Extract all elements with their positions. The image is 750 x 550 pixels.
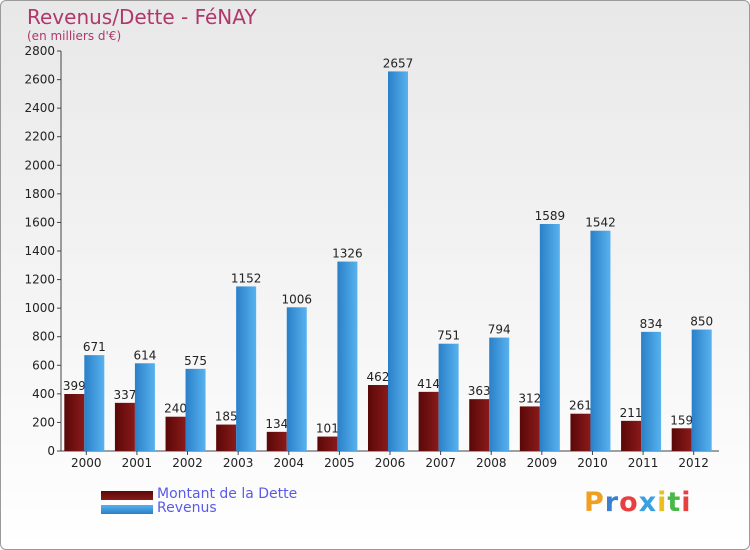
- bar-debt: [418, 391, 439, 451]
- data-label-debt: 261: [569, 399, 592, 413]
- data-label-debt: 211: [620, 406, 643, 420]
- y-tick-label: 200: [32, 415, 55, 429]
- y-tick-label: 400: [32, 387, 55, 401]
- data-label-revenue: 671: [83, 340, 106, 354]
- logo-letter: x: [638, 487, 658, 518]
- bar-revenue: [590, 230, 611, 451]
- y-tick-label: 1000: [24, 301, 55, 315]
- data-label-debt: 134: [265, 417, 288, 431]
- logo-letter: i: [681, 487, 692, 518]
- x-tick-label: 2007: [425, 456, 456, 470]
- data-label-revenue: 794: [488, 323, 511, 337]
- bar-revenue: [337, 261, 358, 451]
- proxiti-logo: Proxiti: [584, 487, 692, 518]
- bar-revenue: [236, 286, 257, 451]
- bar-debt: [216, 424, 237, 451]
- x-tick-label: 2006: [375, 456, 406, 470]
- bar-revenue: [539, 224, 560, 451]
- chart-subtitle: (en milliers d'€): [27, 29, 122, 43]
- data-label-revenue: 614: [133, 348, 156, 362]
- y-tick-label: 800: [32, 330, 55, 344]
- bar-debt: [64, 394, 85, 451]
- bar-revenue: [286, 307, 307, 451]
- bar-revenue: [84, 355, 105, 451]
- x-tick-label: 2000: [71, 456, 102, 470]
- chart-title: Revenus/Dette - FéNAY: [27, 5, 257, 29]
- y-tick-label: 600: [32, 358, 55, 372]
- data-label-debt: 363: [468, 384, 491, 398]
- data-label-debt: 414: [417, 377, 440, 391]
- bar-debt: [266, 431, 287, 451]
- x-tick-label: 2010: [577, 456, 608, 470]
- data-label-revenue: 2657: [383, 56, 414, 70]
- y-tick-label: 2200: [24, 130, 55, 144]
- y-tick-label: 2800: [24, 44, 55, 58]
- data-label-debt: 462: [367, 370, 390, 384]
- x-tick-label: 2008: [476, 456, 507, 470]
- x-tick-label: 2003: [223, 456, 254, 470]
- bar-debt: [671, 428, 692, 451]
- logo-letter: P: [584, 487, 605, 518]
- bar-revenue: [185, 368, 206, 451]
- bar-debt: [519, 406, 540, 451]
- data-label-revenue: 1006: [281, 292, 312, 306]
- data-label-debt: 399: [63, 379, 86, 393]
- data-label-revenue: 575: [184, 354, 207, 368]
- logo-letter: r: [604, 487, 620, 518]
- data-label-revenue: 834: [640, 317, 663, 331]
- data-label-debt: 337: [113, 388, 136, 402]
- x-tick-label: 2009: [527, 456, 558, 470]
- x-tick-label: 2011: [628, 456, 659, 470]
- data-label-revenue: 751: [437, 329, 460, 343]
- y-tick-label: 1200: [24, 273, 55, 287]
- data-label-debt: 101: [316, 422, 339, 436]
- y-tick-label: 2000: [24, 158, 55, 172]
- x-tick-label: 2001: [122, 456, 153, 470]
- logo-letter: t: [667, 487, 682, 518]
- y-tick-label: 1600: [24, 215, 55, 229]
- data-label-debt: 185: [215, 410, 238, 424]
- data-label-revenue: 850: [690, 315, 713, 329]
- y-tick-label: 1800: [24, 187, 55, 201]
- data-label-revenue: 1152: [231, 271, 262, 285]
- bar-debt: [317, 436, 338, 451]
- logo-letter: o: [619, 487, 639, 518]
- bar-revenue: [641, 331, 662, 451]
- bar-debt: [570, 413, 591, 451]
- legend-label-revenue: Revenus: [157, 500, 217, 516]
- x-tick-label: 2002: [172, 456, 203, 470]
- legend-swatch-revenue: [101, 505, 153, 514]
- x-tick-label: 2004: [273, 456, 304, 470]
- y-tick-label: 1400: [24, 244, 55, 258]
- y-tick-label: 2400: [24, 101, 55, 115]
- bar-debt: [469, 399, 490, 451]
- bar-debt: [368, 385, 388, 451]
- bar-revenue: [489, 337, 510, 451]
- y-tick-label: 2600: [24, 73, 55, 87]
- logo-letter: i: [657, 487, 668, 518]
- x-tick-label: 2012: [678, 456, 709, 470]
- data-label-debt: 312: [518, 391, 541, 405]
- bar-revenue: [691, 329, 712, 451]
- legend-label-debt: Montant de la Dette: [157, 486, 298, 502]
- data-label-revenue: 1589: [535, 209, 566, 223]
- bar-revenue: [388, 71, 408, 451]
- legend-swatch-debt: [101, 491, 153, 500]
- bar-debt: [114, 402, 135, 451]
- y-tick-label: 0: [47, 444, 55, 458]
- data-label-revenue: 1326: [332, 247, 363, 261]
- bar-debt: [165, 416, 186, 451]
- x-tick-label: 2005: [324, 456, 355, 470]
- data-label-debt: 159: [670, 413, 693, 427]
- data-label-debt: 240: [164, 402, 187, 416]
- bar-revenue: [134, 363, 155, 451]
- bar-revenue: [438, 343, 459, 451]
- data-label-revenue: 1542: [585, 216, 616, 230]
- bar-debt: [621, 420, 642, 451]
